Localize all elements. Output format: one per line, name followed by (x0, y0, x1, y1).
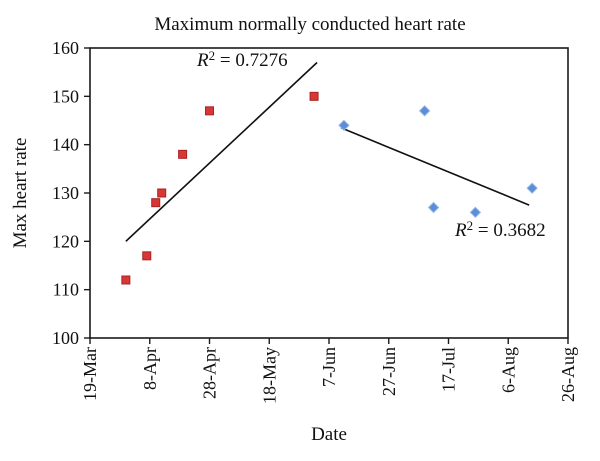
series2-marker (427, 201, 440, 214)
x-tick-label: 18-May (259, 347, 279, 404)
r-squared-label-series1: R2 = 0.7276 (197, 48, 288, 72)
y-tick-label: 160 (52, 38, 79, 58)
x-tick-label: 19-Mar (80, 347, 100, 401)
series2-marker (469, 206, 482, 219)
series2-marker (338, 119, 350, 132)
y-tick-label: 100 (52, 328, 79, 348)
r-squared-value: = 0.7276 (215, 50, 288, 71)
series1-marker (142, 251, 152, 261)
series1-marker (309, 91, 319, 101)
series2-marker (526, 182, 538, 194)
x-tick-label: 6-Aug (498, 347, 518, 393)
x-tick-label: 7-Jun (319, 347, 339, 387)
x-tick-label: 26-Aug (558, 347, 578, 402)
series1-trendline (125, 61, 318, 242)
series1-marker (157, 188, 167, 198)
x-tick-label: 28-Apr (200, 347, 220, 399)
x-axis-title: Date (311, 424, 347, 445)
r-squared-value: = 0.3682 (473, 220, 546, 241)
x-tick-label: 17-Jul (439, 347, 459, 392)
y-tick-label: 140 (52, 135, 79, 155)
series1-group (121, 61, 319, 285)
series2-marker (418, 105, 431, 117)
y-tick-label: 150 (52, 86, 79, 106)
series1-marker (151, 198, 161, 208)
y-tick-label: 130 (52, 183, 79, 203)
x-tick-label: 8-Apr (140, 347, 160, 390)
series2-group (338, 105, 538, 219)
x-tick-label: 27-Jun (379, 347, 399, 396)
series1-marker (205, 106, 214, 116)
r-squared-exponent: 2 (466, 218, 474, 233)
r-squared-symbol: R (197, 50, 209, 71)
r-squared-exponent: 2 (208, 48, 216, 63)
series1-marker (178, 149, 188, 159)
x-axis: 19-Mar 8-Apr 28-Apr 18-May 7-Jun 27-Jun 17-Jul… (80, 338, 578, 404)
y-axis-title: Max heart rate (10, 137, 31, 249)
y-axis: 100 110 120 130 140 150 160 (52, 38, 90, 348)
series1-marker (121, 275, 131, 285)
y-tick-label: 110 (53, 280, 79, 300)
series2-trendline (340, 127, 530, 206)
r-squared-label-series2: R2 = 0.3682 (455, 218, 546, 242)
chart-title: Maximum normally conducted heart rate (154, 14, 466, 35)
y-tick-label: 120 (52, 231, 79, 251)
r-squared-symbol: R (455, 220, 467, 241)
